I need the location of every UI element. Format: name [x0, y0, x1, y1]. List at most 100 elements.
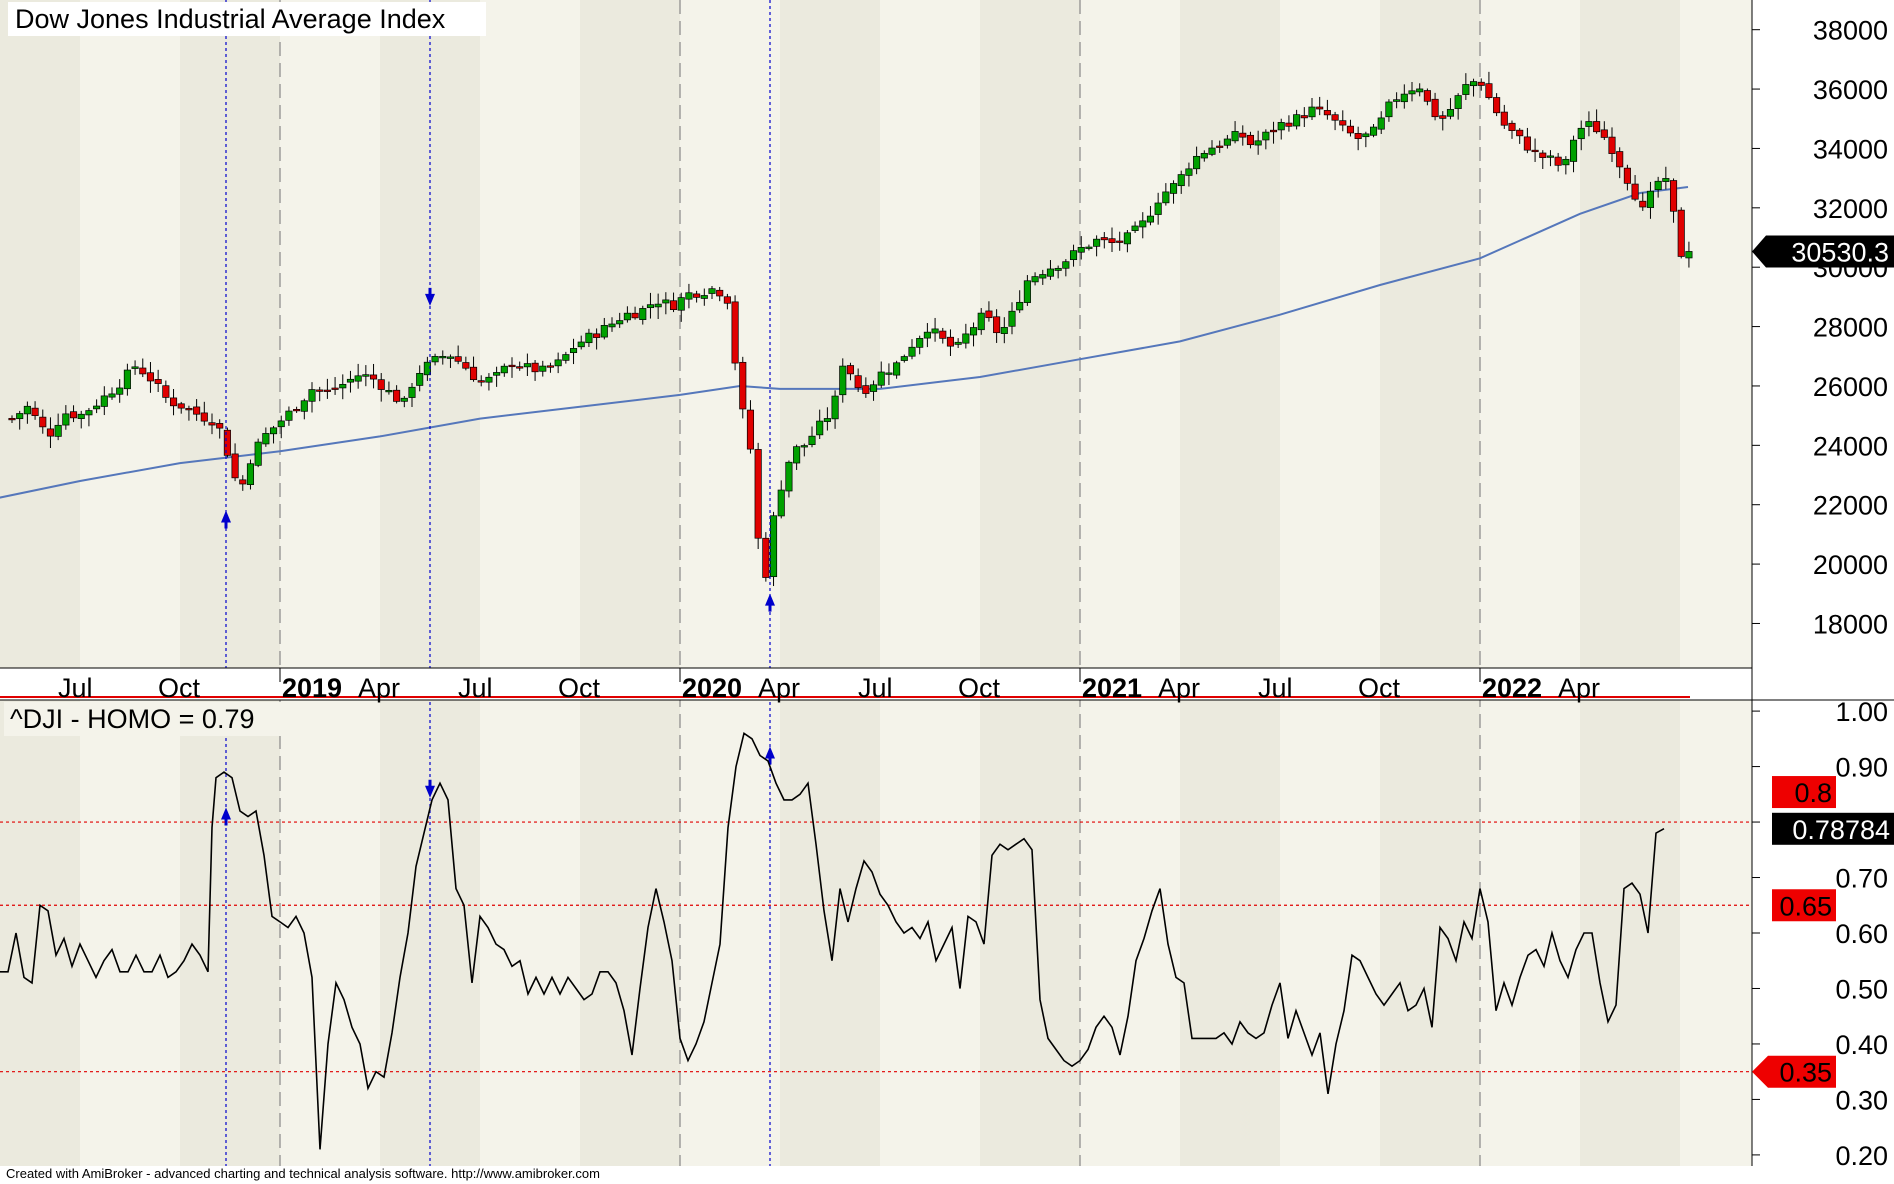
- candle-body: [93, 405, 101, 410]
- band-price: [1680, 0, 1752, 668]
- candle-body: [54, 424, 62, 437]
- candle-body: [931, 328, 939, 334]
- candle-body: [654, 303, 662, 308]
- band-homo: [580, 700, 680, 1166]
- threshold-badge: [1772, 889, 1836, 922]
- y-tick-label: 38000: [1813, 16, 1888, 46]
- y-tick-label: 24000: [1813, 431, 1888, 461]
- y-tick-label: 28000: [1813, 313, 1888, 343]
- candle-body: [1493, 97, 1501, 114]
- candle-body: [731, 301, 739, 364]
- band-homo: [1580, 700, 1680, 1166]
- candle-body: [1400, 93, 1408, 103]
- y-tick-label: 36000: [1813, 75, 1888, 105]
- candle-body: [308, 389, 316, 402]
- candle-body: [1385, 101, 1393, 118]
- candle-body: [377, 379, 385, 390]
- candle-body: [616, 320, 624, 325]
- candle-body: [1031, 276, 1039, 283]
- band-price: [80, 0, 180, 668]
- x-tick-label: Jul: [1258, 673, 1293, 703]
- candle-body: [369, 374, 378, 380]
- candle-body: [1177, 174, 1185, 187]
- candle-body: [1131, 225, 1139, 231]
- candle-body: [1093, 238, 1101, 247]
- band-homo: [180, 700, 280, 1166]
- candle-body: [131, 366, 139, 369]
- candle-body: [1554, 156, 1562, 166]
- candle-body: [693, 293, 701, 298]
- candle-body: [8, 417, 16, 421]
- candle-body: [716, 289, 724, 297]
- last-homo-value: 0.78784: [1792, 815, 1890, 845]
- candle-body: [839, 365, 847, 396]
- footer-credit: Created with AmiBroker - advanced charti…: [6, 1166, 600, 1181]
- x-tick-label: 2020: [682, 673, 742, 703]
- candle-body: [1062, 261, 1070, 269]
- candle-body: [446, 356, 455, 359]
- y-axis-area: [1752, 0, 1894, 1166]
- candle-body: [116, 387, 124, 395]
- candle-body: [723, 296, 731, 304]
- candle-body: [139, 367, 147, 375]
- candle-body: [185, 408, 193, 411]
- candle-body: [1300, 115, 1308, 119]
- candle-body: [1008, 310, 1016, 327]
- candle-body: [400, 397, 408, 402]
- candle-body: [1323, 110, 1331, 116]
- candle-body: [1462, 84, 1470, 95]
- candle-body: [169, 397, 178, 407]
- candle-body: [454, 356, 462, 362]
- candle-body: [739, 361, 747, 410]
- y-tick-label: 0.70: [1835, 864, 1888, 894]
- candle-body: [1508, 122, 1516, 131]
- x-tick-label: 2022: [1482, 673, 1542, 703]
- candle-body: [1431, 98, 1439, 118]
- year-separators: [279, 0, 1481, 1166]
- candle-body: [1316, 106, 1324, 110]
- candle-body: [1677, 209, 1685, 257]
- band-homo: [1480, 700, 1580, 1166]
- candle-body: [969, 327, 978, 336]
- candle-body: [108, 393, 116, 398]
- candle-body: [1162, 191, 1170, 204]
- y-tick-label: 0.40: [1835, 1030, 1888, 1060]
- candle-body: [154, 379, 162, 384]
- candle-body: [1285, 122, 1293, 127]
- x-tick-label: Jul: [458, 673, 493, 703]
- candle-body: [685, 292, 693, 300]
- last-homo-badge: [1772, 812, 1894, 845]
- x-tick-label: Apr: [1158, 673, 1200, 703]
- candle-body: [1254, 140, 1262, 146]
- band-homo: [1280, 700, 1380, 1166]
- candle-body: [462, 362, 470, 369]
- candle-body: [193, 406, 201, 415]
- candle-body: [1539, 152, 1547, 158]
- candle-body: [85, 410, 93, 416]
- band-price: [980, 0, 1080, 668]
- candle-body: [546, 365, 555, 368]
- candle-body: [508, 364, 516, 368]
- buy-arrow-icon: [221, 807, 231, 826]
- band-homo: [680, 700, 780, 1166]
- band-price: [480, 0, 580, 668]
- candle-body: [1293, 114, 1301, 127]
- y-tick-label: 0.60: [1835, 919, 1888, 949]
- candle-body: [500, 365, 508, 374]
- candle-body: [1408, 90, 1416, 95]
- candle-body: [1023, 280, 1031, 303]
- y-tick-label: 18000: [1813, 609, 1888, 639]
- candle-body: [1608, 136, 1616, 154]
- candle-body: [493, 372, 501, 376]
- candle-body: [1346, 125, 1355, 134]
- homo-chart-title: ^DJI - HOMO = 0.79: [10, 704, 254, 734]
- candle-body: [239, 479, 247, 485]
- y-tick-label: 1.00: [1835, 697, 1888, 727]
- last-price-value: 30530.3: [1791, 237, 1889, 267]
- candle-body: [300, 400, 308, 412]
- candle-body: [1277, 122, 1285, 131]
- candle-body: [816, 420, 824, 436]
- candle-body: [1154, 202, 1162, 215]
- candle-body: [531, 362, 539, 373]
